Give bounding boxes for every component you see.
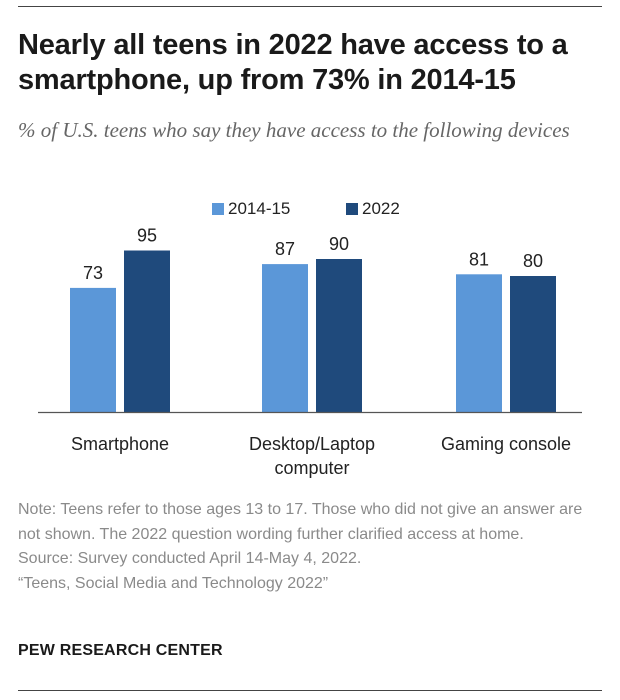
category-label-smartphone: Smartphone [71, 434, 169, 454]
category-label-gaming-console: Gaming console [441, 434, 571, 454]
legend-swatch-2014-15 [212, 203, 224, 215]
report-title: “Teens, Social Media and Technology 2022… [18, 574, 329, 592]
bar-smartphone-2014-15 [70, 287, 116, 412]
bar-chart: 2014-15 2022 73 95 Smartphone 87 90 Desktop/Lap… [38, 199, 582, 478]
note-text: Note: Teens refer to those ages 13 to 17… [18, 501, 583, 543]
bottom-rule [18, 690, 602, 691]
bar-desktop-laptop-computer-2022 [316, 259, 362, 412]
legend-label-2022: 2022 [362, 199, 400, 218]
bar-gaming-console-2022 [510, 276, 556, 412]
chart-title: Nearly all teens in 2022 have access to … [18, 29, 568, 96]
value-label-desktop-laptop-computer-2022: 90 [329, 234, 349, 254]
legend-label-2014-15: 2014-15 [228, 199, 290, 218]
org-name: PEW RESEARCH CENTER [18, 642, 223, 659]
bar-smartphone-2022 [124, 250, 170, 412]
bar-gaming-console-2014-15 [456, 274, 502, 412]
source-text: Source: Survey conducted April 14-May 4,… [18, 550, 362, 567]
top-rule [18, 6, 602, 7]
bar-desktop-laptop-computer-2014-15 [262, 264, 308, 412]
value-label-smartphone-2022: 95 [137, 226, 157, 246]
value-label-smartphone-2014-15: 73 [83, 263, 103, 283]
chart-subtitle: % of U.S. teens who say they have access… [18, 118, 570, 142]
value-label-desktop-laptop-computer-2014-15: 87 [275, 239, 295, 259]
legend-swatch-2022 [346, 203, 358, 215]
value-label-gaming-console-2014-15: 81 [469, 249, 489, 269]
value-label-gaming-console-2022: 80 [523, 251, 543, 271]
notes-block: Note: Teens refer to those ages 13 to 17… [18, 498, 608, 596]
category-label-desktop-laptop-computer: Desktop/Laptop computer [249, 434, 375, 478]
